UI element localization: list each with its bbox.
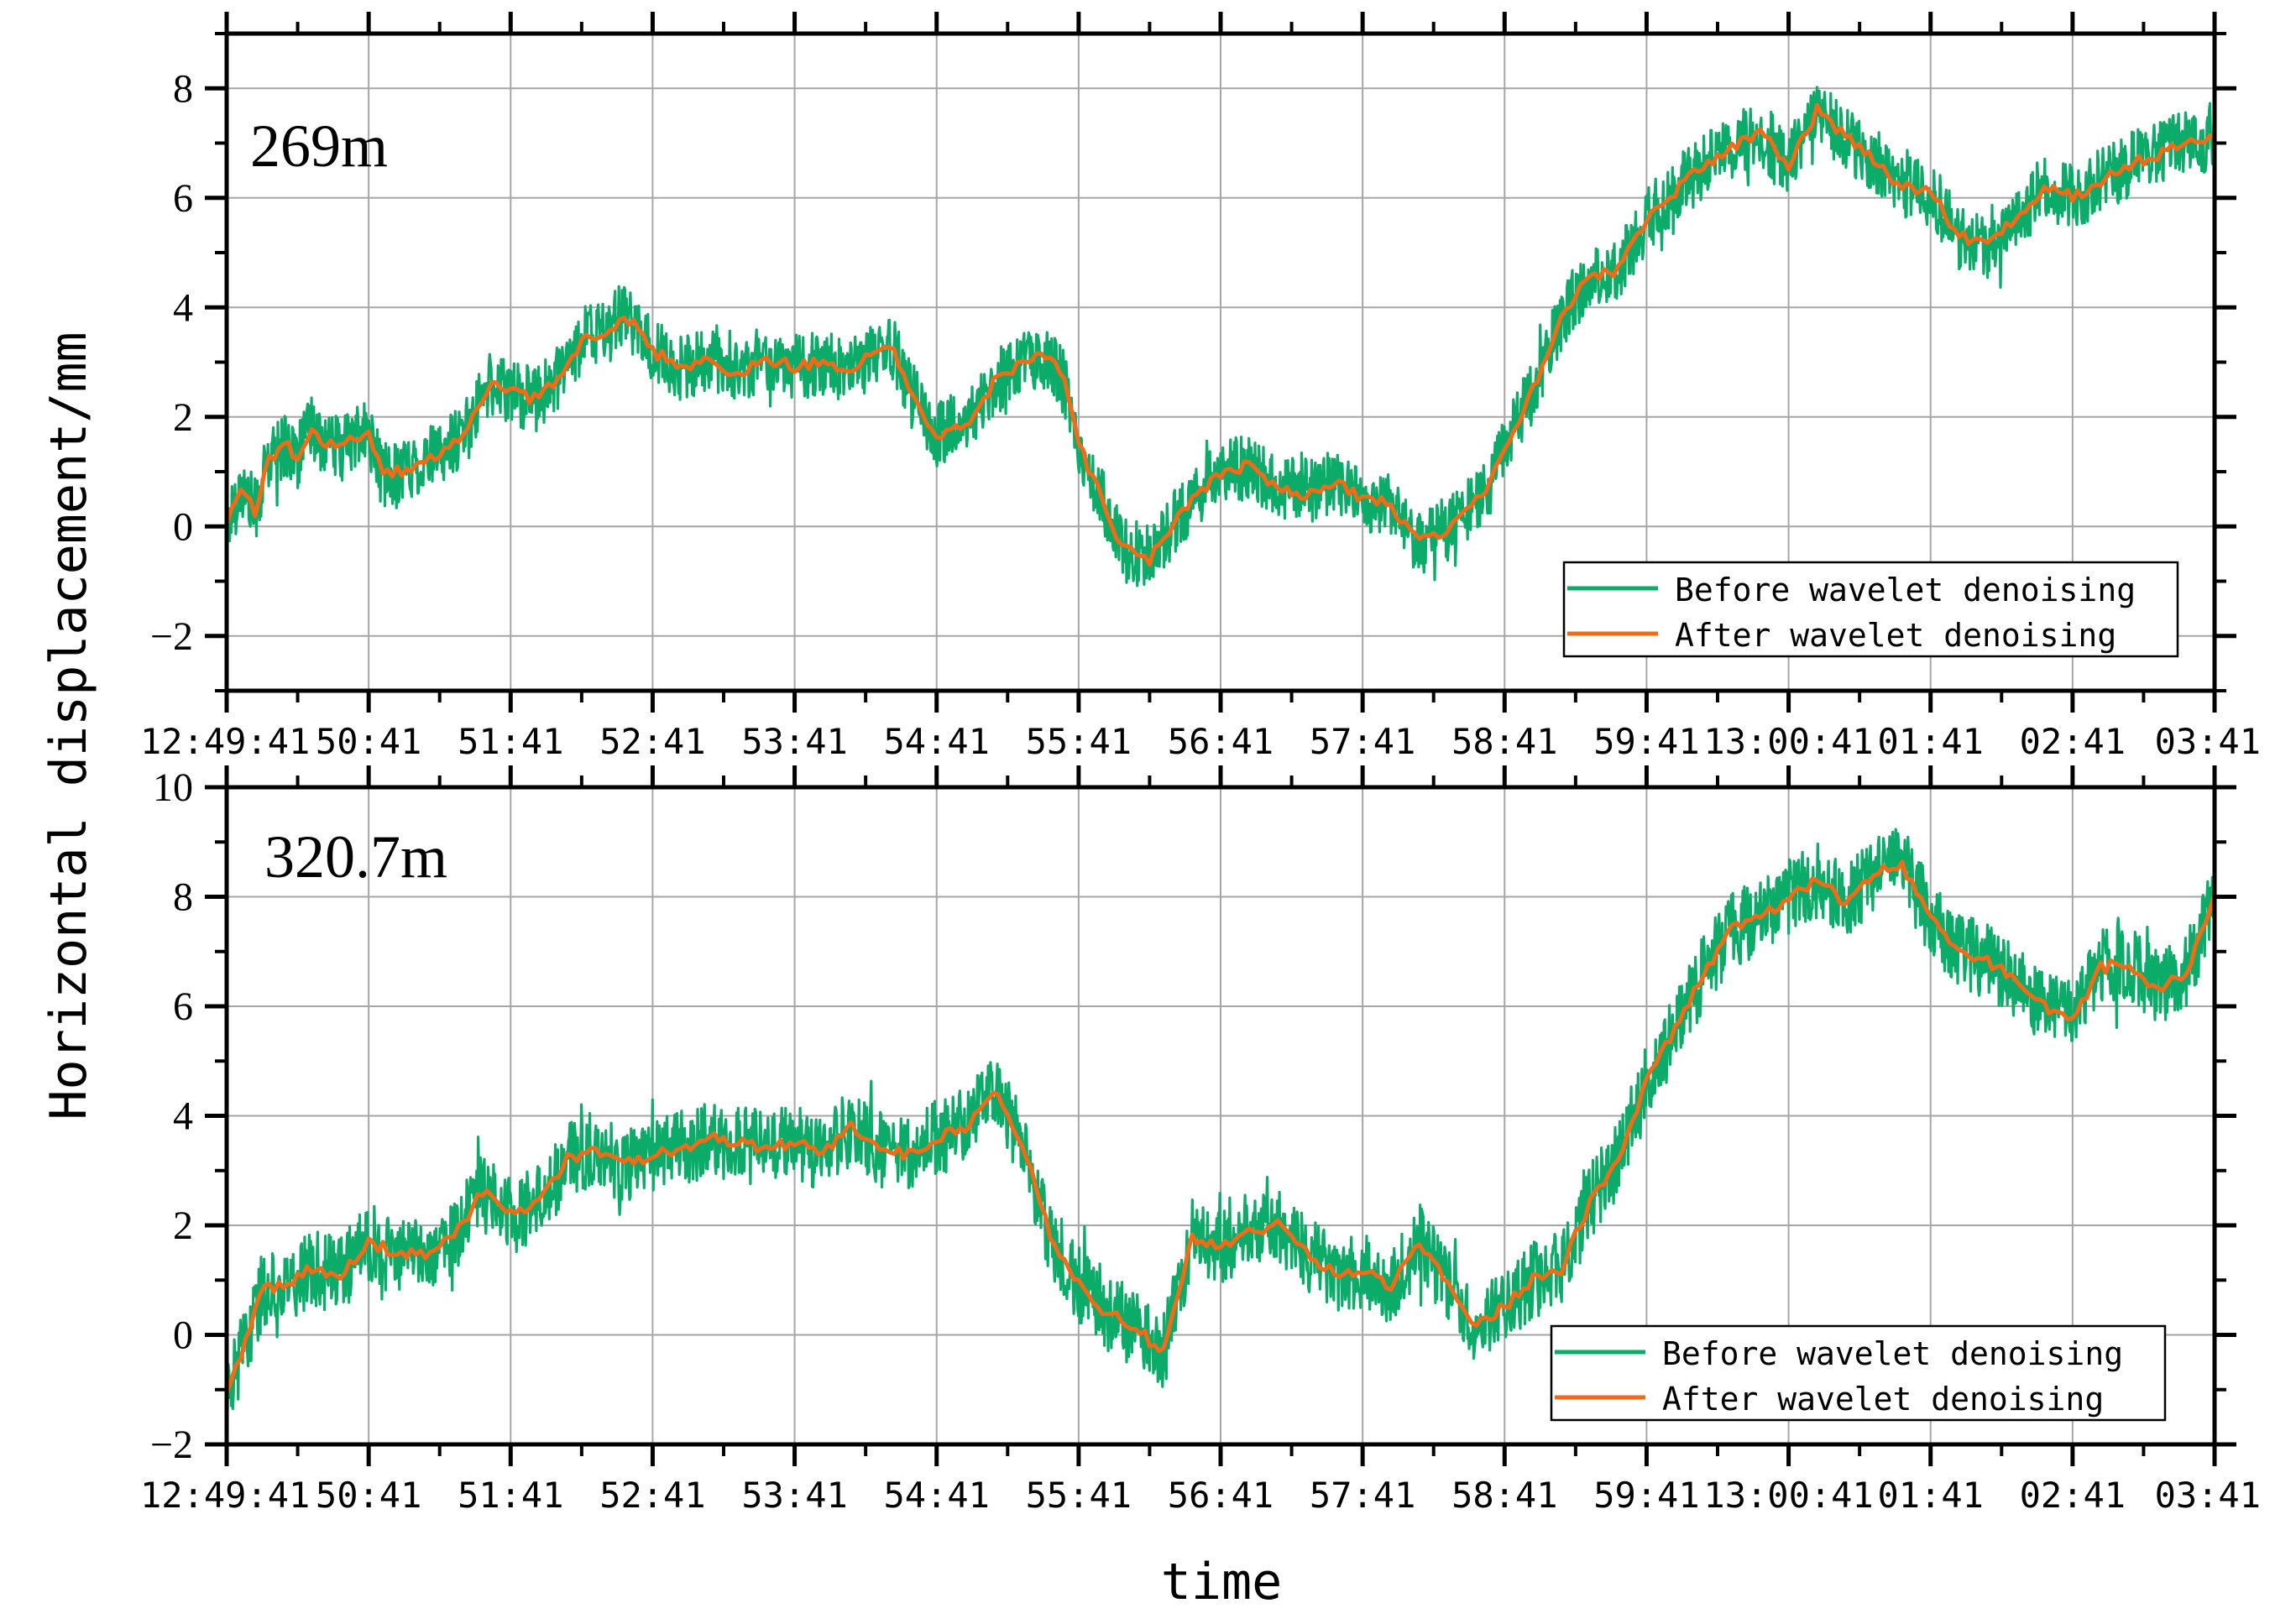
x-tick-label: 57:41 bbox=[1310, 1475, 1415, 1516]
panel-title: 269m bbox=[250, 112, 388, 180]
x-tick-label: 12:49:41 bbox=[140, 721, 310, 762]
x-tick-label: 52:41 bbox=[599, 721, 705, 762]
x-tick-label: 56:41 bbox=[1168, 1475, 1274, 1516]
before-denoising-line bbox=[225, 86, 2216, 587]
legend-label-before: Before wavelet denoising bbox=[1662, 1335, 2123, 1372]
after-denoising-line bbox=[224, 859, 2217, 1395]
y-tick-label: 2 bbox=[173, 395, 193, 440]
y-tick-label: 10 bbox=[153, 765, 193, 810]
x-axis-label: time bbox=[1161, 1553, 1283, 1611]
x-tick-label: 55:41 bbox=[1026, 721, 1132, 762]
x-tick-label: 56:41 bbox=[1168, 721, 1274, 762]
after-denoising-series bbox=[224, 102, 2216, 567]
y-tick-label: 6 bbox=[173, 176, 193, 221]
legend-label-before: Before wavelet denoising bbox=[1675, 572, 2136, 608]
y-tick-label: −2 bbox=[150, 1423, 193, 1467]
y-tick-label: 0 bbox=[173, 1313, 193, 1358]
x-tick-label: 13:00:41 bbox=[1703, 1475, 1873, 1516]
x-tick-label: 01:41 bbox=[1877, 721, 1983, 762]
before-denoising-line bbox=[225, 828, 2216, 1415]
x-tick-label: 12:49:41 bbox=[140, 1475, 310, 1516]
before-denoising-series bbox=[225, 828, 2216, 1415]
x-tick-label: 03:41 bbox=[2155, 721, 2261, 762]
legend-label-after: After wavelet denoising bbox=[1662, 1381, 2104, 1418]
x-tick-label: 13:00:41 bbox=[1703, 721, 1873, 762]
x-tick-label: 51:41 bbox=[458, 1475, 563, 1516]
axis-ticks bbox=[205, 12, 2236, 713]
x-tick-label: 52:41 bbox=[599, 1475, 705, 1516]
x-tick-label: 59:41 bbox=[1593, 1475, 1699, 1516]
x-tick-label: 58:41 bbox=[1451, 1475, 1557, 1516]
legend: Before wavelet denoising After wavelet d… bbox=[1562, 561, 2179, 658]
x-tick-label: 02:41 bbox=[2020, 1475, 2126, 1516]
y-tick-label: 4 bbox=[173, 1094, 193, 1139]
y-tick-labels: −2 0 2 4 6 8 bbox=[150, 66, 193, 659]
legend: Before wavelet denoising After wavelet d… bbox=[1550, 1324, 2167, 1422]
x-tick-labels: 12:49:41 50:41 51:41 52:41 53:41 54:41 55:41 56… bbox=[140, 1475, 2261, 1516]
panel-title: 320.7m bbox=[264, 823, 447, 890]
chart-panel-269m: 12:49:41 50:41 51:41 52:41 53:41 54:41 55:41 56… bbox=[140, 12, 2261, 762]
x-tick-label: 01:41 bbox=[1877, 1475, 1983, 1516]
x-tick-label: 53:41 bbox=[741, 1475, 847, 1516]
y-tick-label: 0 bbox=[173, 504, 193, 549]
x-tick-label: 53:41 bbox=[741, 721, 847, 762]
x-tick-label: 54:41 bbox=[883, 721, 989, 762]
x-tick-label: 57:41 bbox=[1310, 721, 1415, 762]
y-tick-label: 4 bbox=[173, 285, 193, 330]
y-tick-label: −2 bbox=[150, 614, 193, 659]
chart-panel-320-7m: 12:49:41 50:41 51:41 52:41 53:41 54:41 55:41 56… bbox=[140, 765, 2261, 1516]
legend-box bbox=[1562, 561, 2179, 658]
x-tick-label: 59:41 bbox=[1593, 721, 1699, 762]
y-axis-label: Horizontal displacement/mm bbox=[39, 332, 98, 1120]
before-denoising-series bbox=[225, 86, 2216, 587]
x-tick-label: 50:41 bbox=[316, 1475, 421, 1516]
y-tick-label: 8 bbox=[173, 66, 193, 111]
legend-label-after: After wavelet denoising bbox=[1675, 617, 2116, 654]
after-denoising-series bbox=[224, 859, 2217, 1395]
y-tick-labels: −2 0 2 4 6 8 10 bbox=[150, 765, 193, 1467]
axis-ticks bbox=[205, 765, 2236, 1466]
legend-box bbox=[1550, 1324, 2167, 1422]
x-tick-label: 51:41 bbox=[458, 721, 563, 762]
x-tick-label: 02:41 bbox=[2020, 721, 2126, 762]
x-tick-label: 54:41 bbox=[883, 1475, 989, 1516]
y-tick-label: 2 bbox=[173, 1204, 193, 1248]
after-denoising-line bbox=[224, 102, 2216, 567]
x-tick-label: 58:41 bbox=[1451, 721, 1557, 762]
y-tick-label: 8 bbox=[173, 875, 193, 920]
y-tick-label: 6 bbox=[173, 984, 193, 1029]
x-tick-labels: 12:49:41 50:41 51:41 52:41 53:41 54:41 55:41 56… bbox=[140, 721, 2261, 762]
x-tick-label: 50:41 bbox=[316, 721, 421, 762]
x-tick-label: 55:41 bbox=[1026, 1475, 1132, 1516]
x-tick-label: 03:41 bbox=[2155, 1475, 2261, 1516]
